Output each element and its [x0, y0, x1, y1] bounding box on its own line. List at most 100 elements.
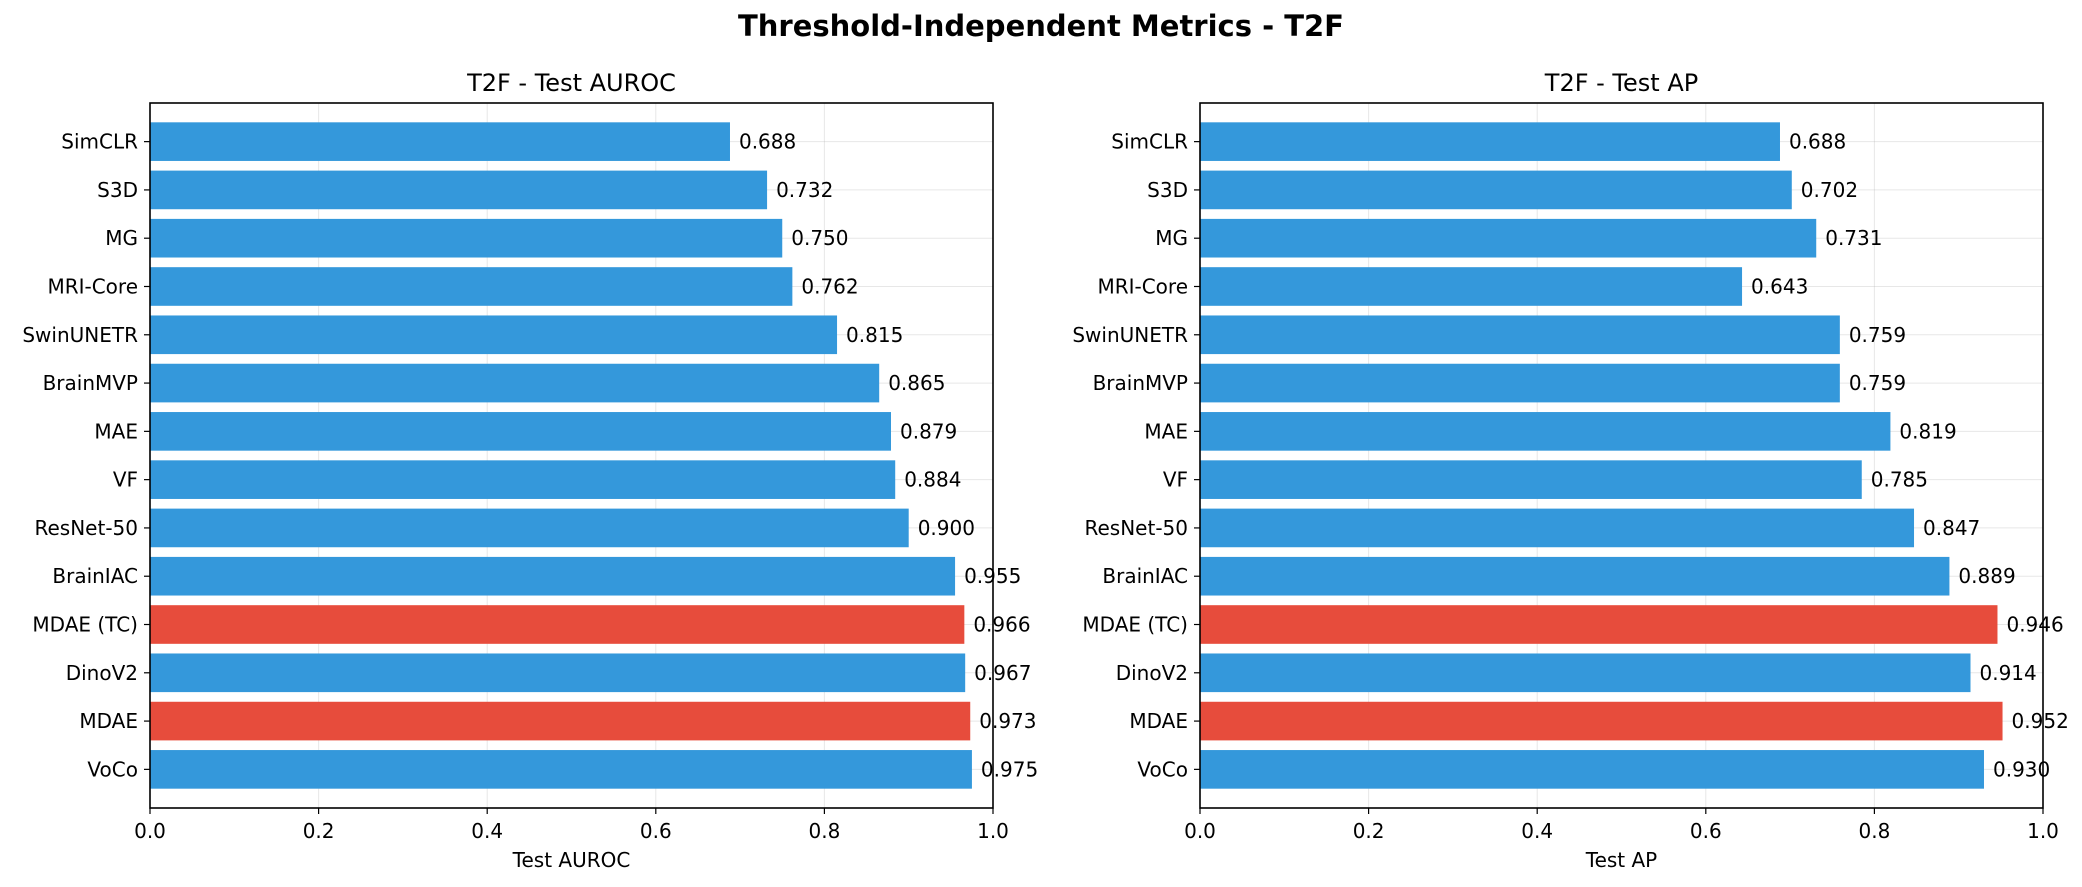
bar-mdae-tc: [150, 605, 965, 644]
x-tick-label: 0.8: [1858, 819, 1890, 843]
figure-title: Threshold-Independent Metrics - T2F: [738, 9, 1344, 43]
x-tick-label: 0.4: [471, 819, 503, 843]
bar-s3d: [1200, 170, 1792, 210]
y-tick-label: S3D: [97, 178, 138, 202]
bar-mdae: [150, 701, 971, 741]
value-label: 0.966: [973, 613, 1030, 637]
chart-panels: T2F - Test AUROC 0.688 SimCLR 0.732 S3D 0.750…: [22, 69, 2068, 872]
bar-brainiac: [150, 556, 956, 596]
bar-dinov2: [150, 653, 966, 693]
x-tick-label: 1.0: [2027, 819, 2059, 843]
bar-brainiac: [1200, 556, 1950, 596]
bar-resnet-50: [1200, 508, 1915, 548]
value-label: 0.785: [1871, 468, 1928, 492]
y-tick-label: MDAE (TC): [32, 613, 138, 637]
y-tick-label: VoCo: [87, 757, 138, 781]
value-label: 0.946: [2006, 613, 2063, 637]
y-tick-label: VF: [1163, 468, 1188, 492]
bar-mae: [150, 412, 891, 451]
y-tick-label: S3D: [1147, 178, 1188, 202]
value-label: 0.759: [1849, 323, 1906, 347]
value-label: 0.884: [904, 468, 961, 492]
value-label: 0.759: [1849, 371, 1906, 395]
bar-vf: [150, 460, 896, 499]
x-tick-label: 0.2: [303, 819, 335, 843]
value-label: 0.731: [1825, 226, 1882, 250]
bar-mri-core: [1200, 267, 1743, 306]
bar-voco: [150, 750, 972, 789]
y-tick-label: SimCLR: [61, 130, 138, 154]
bar-brainmvp: [150, 363, 880, 403]
x-axis-label: Test AP: [1585, 848, 1657, 872]
bar-mdae-tc: [1200, 605, 1998, 644]
value-label: 0.930: [1993, 757, 2050, 781]
value-label: 0.865: [888, 371, 945, 395]
bar-swinunetr: [1200, 315, 1840, 355]
bar-dinov2: [1200, 653, 1971, 693]
value-label: 0.879: [900, 419, 957, 443]
x-tick-label: 0.0: [134, 819, 166, 843]
chart-auroc: T2F - Test AUROC 0.688 SimCLR 0.732 S3D 0.750…: [22, 69, 1038, 872]
y-tick-label: MRI-Core: [1097, 274, 1188, 298]
bar-mg: [150, 218, 783, 258]
panel-title: T2F - Test AP: [1544, 69, 1698, 97]
value-label: 0.750: [791, 226, 848, 250]
y-tick-label: MDAE (TC): [1082, 613, 1188, 637]
axes-frame: [149, 102, 994, 809]
y-tick-label: MRI-Core: [47, 274, 138, 298]
y-tick-label: BrainMVP: [1093, 371, 1188, 395]
bar-simclr: [150, 122, 730, 161]
value-label: 0.967: [974, 661, 1031, 685]
bar-vf: [1200, 460, 1862, 499]
x-tick-label: 0.0: [1184, 819, 1216, 843]
y-tick-label: BrainMVP: [43, 371, 138, 395]
y-tick-label: MG: [1155, 226, 1188, 250]
x-tick-label: 0.6: [640, 819, 672, 843]
y-tick-label: ResNet-50: [1085, 516, 1189, 540]
value-label: 0.762: [801, 274, 858, 298]
bar-voco: [1200, 750, 1984, 789]
value-label: 0.732: [776, 178, 833, 202]
x-tick-label: 0.6: [1690, 819, 1722, 843]
y-tick-label: MDAE: [79, 709, 138, 733]
bar-mae: [1200, 412, 1891, 451]
x-tick-label: 1.0: [977, 819, 1009, 843]
value-label: 0.688: [739, 130, 796, 154]
value-label: 0.815: [846, 323, 903, 347]
y-tick-label: DinoV2: [1116, 661, 1188, 685]
y-tick-label: SwinUNETR: [1072, 323, 1188, 347]
x-tick-label: 0.8: [808, 819, 840, 843]
y-tick-label: MAE: [1144, 419, 1188, 443]
chart-ap: T2F - Test AP 0.688 SimCLR 0.702 S3D 0.731 MG 0…: [1072, 69, 2068, 872]
value-label: 0.975: [981, 757, 1038, 781]
value-label: 0.952: [2012, 709, 2069, 733]
bar-resnet-50: [150, 508, 909, 548]
value-label: 0.702: [1801, 178, 1858, 202]
y-tick-label: SimCLR: [1111, 130, 1188, 154]
panel-title: T2F - Test AUROC: [466, 69, 676, 97]
value-label: 0.688: [1789, 130, 1846, 154]
bar-mri-core: [150, 267, 793, 306]
y-tick-label: DinoV2: [66, 661, 138, 685]
y-tick-label: BrainIAC: [52, 564, 138, 588]
value-label: 0.973: [979, 709, 1036, 733]
value-label: 0.819: [1899, 419, 1956, 443]
y-tick-label: MAE: [94, 419, 138, 443]
y-tick-label: ResNet-50: [35, 516, 139, 540]
bar-swinunetr: [150, 315, 838, 355]
bar-simclr: [1200, 122, 1780, 161]
y-tick-label: BrainIAC: [1102, 564, 1188, 588]
bar-mdae: [1200, 701, 2003, 741]
value-label: 0.889: [1958, 564, 2015, 588]
x-tick-label: 0.4: [1521, 819, 1553, 843]
bar-s3d: [150, 170, 768, 210]
x-tick-label: 0.2: [1353, 819, 1385, 843]
axes-frame: [1199, 102, 2044, 809]
y-tick-label: VF: [113, 468, 138, 492]
value-label: 0.847: [1923, 516, 1980, 540]
value-label: 0.643: [1751, 274, 1808, 298]
y-tick-label: MG: [105, 226, 138, 250]
y-tick-label: MDAE: [1129, 709, 1188, 733]
bar-mg: [1200, 218, 1817, 258]
